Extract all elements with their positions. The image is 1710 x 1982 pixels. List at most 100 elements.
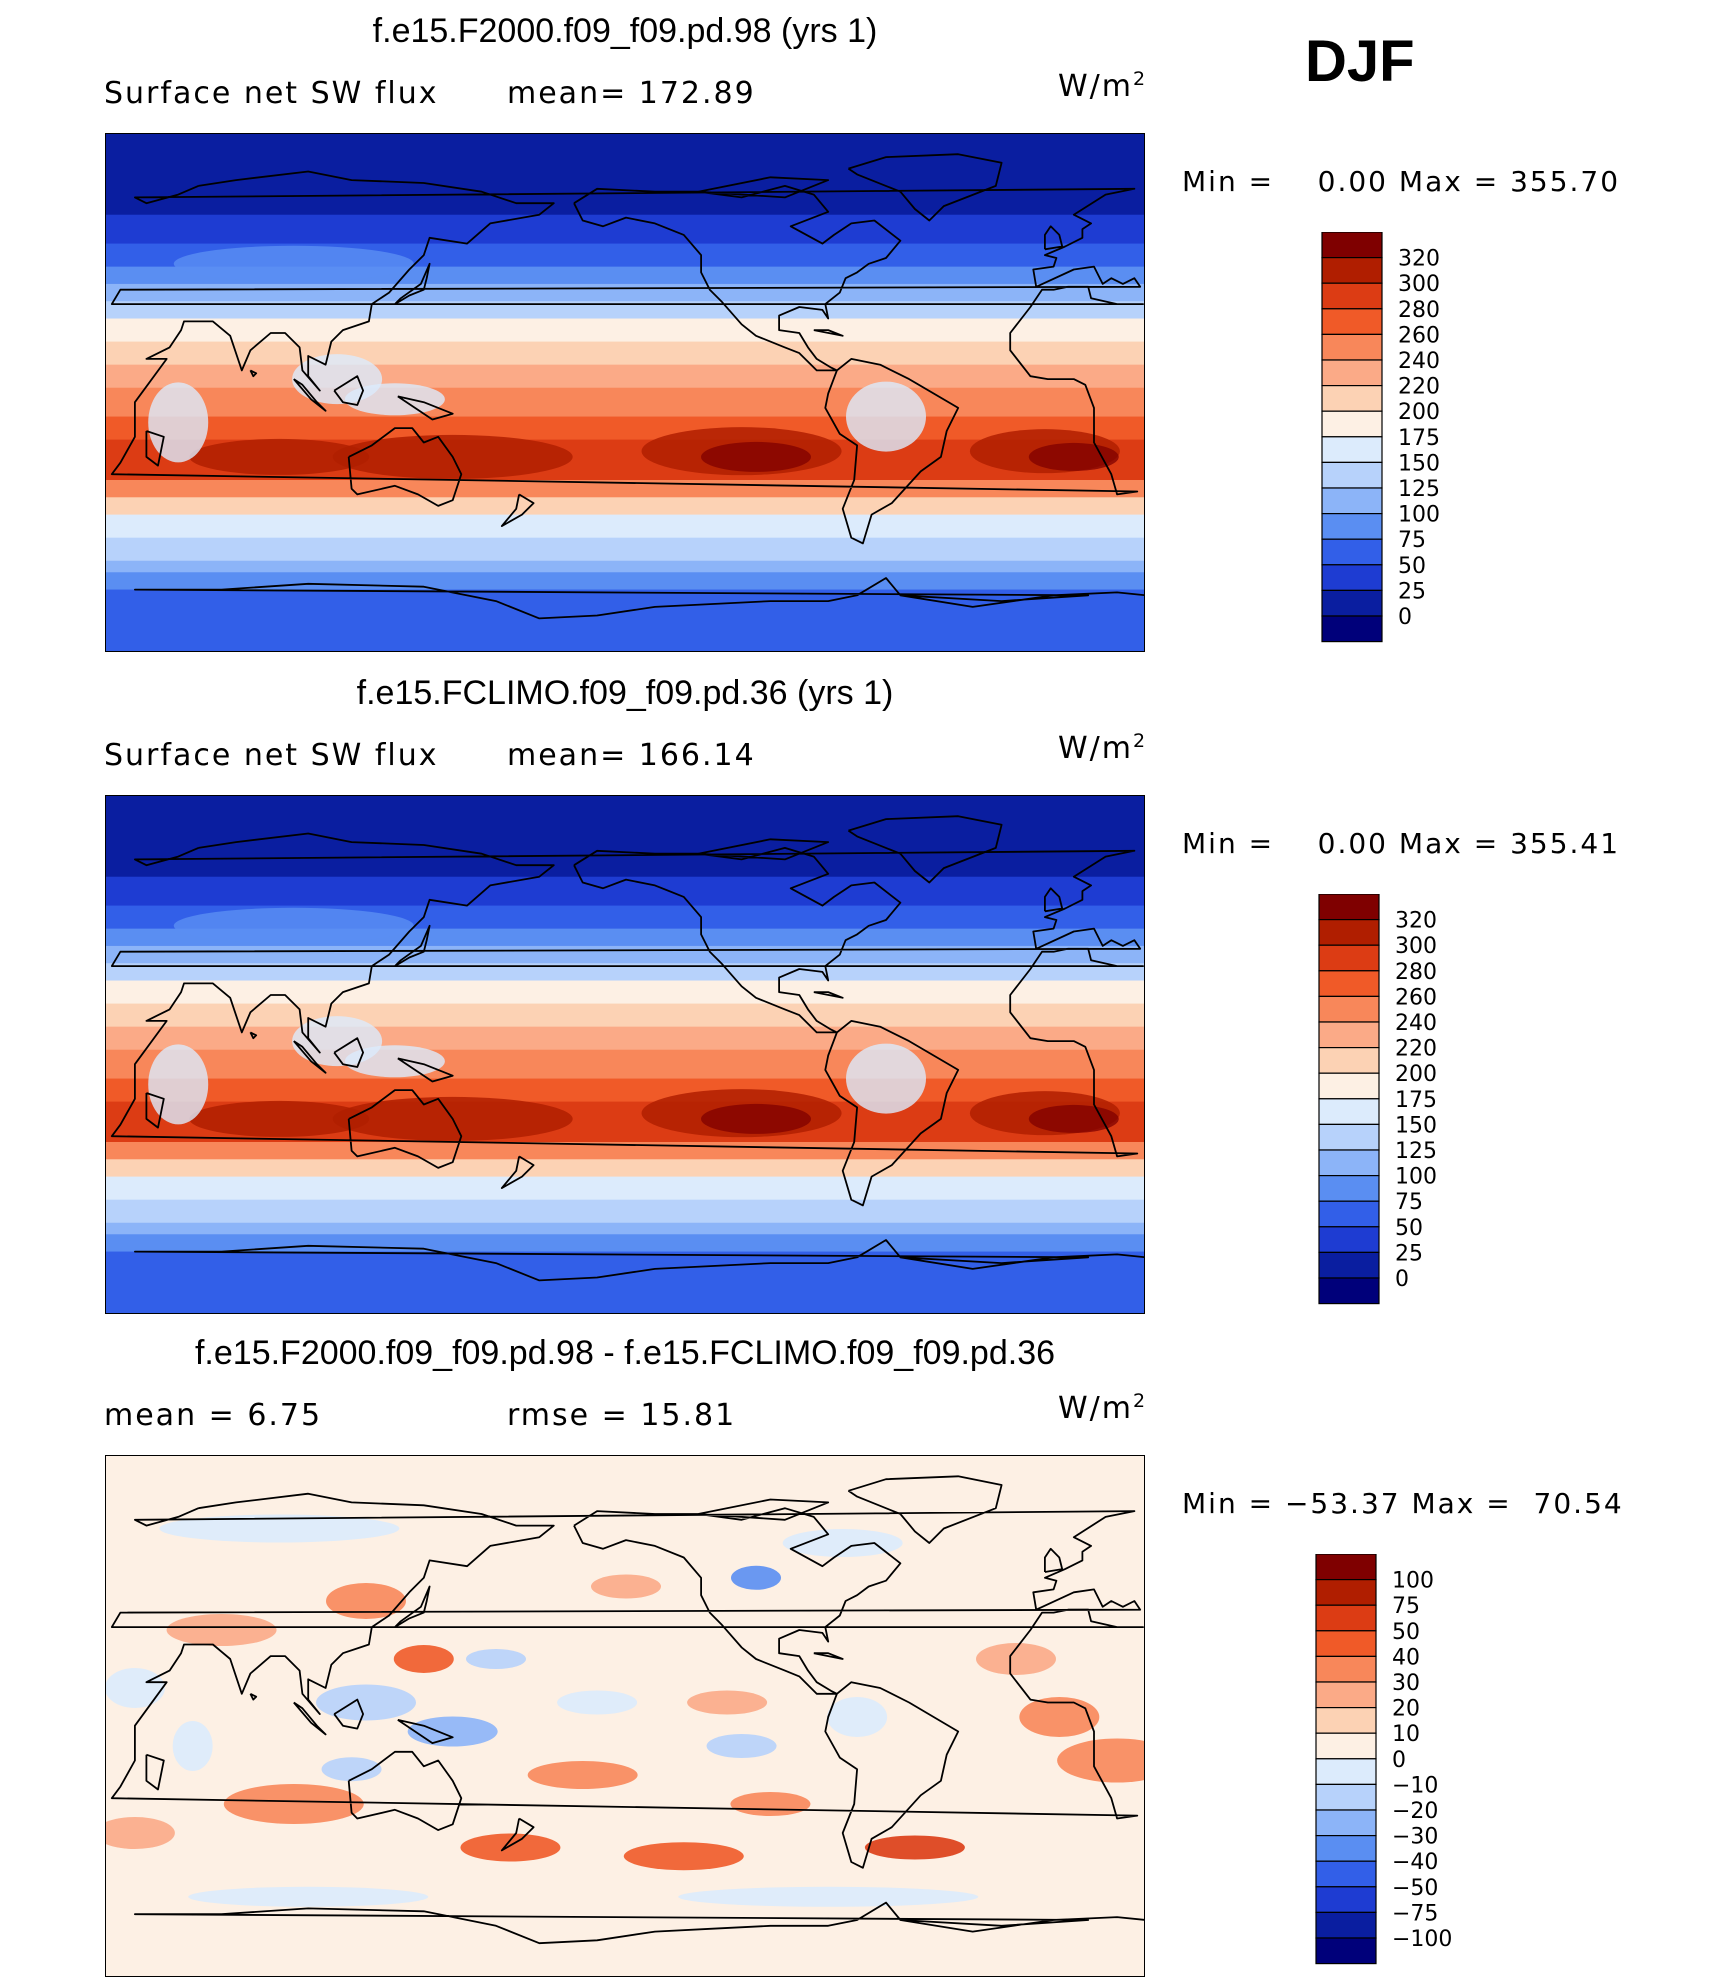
colorbar-tick-label: 200 bbox=[1398, 400, 1440, 425]
colorbar-swatch bbox=[1315, 1655, 1377, 1683]
colorbar-tick-label: 125 bbox=[1395, 1139, 1437, 1164]
colorbar-swatch bbox=[1318, 1047, 1380, 1074]
map-band bbox=[106, 1049, 1144, 1080]
mean-label: mean = 6.75 bbox=[104, 1398, 322, 1433]
map-band bbox=[106, 589, 1144, 651]
coastline bbox=[110, 1475, 1144, 1945]
units-base: W/m bbox=[1058, 1391, 1133, 1426]
anomaly-region bbox=[1019, 1697, 1100, 1737]
colorbar-swatch bbox=[1321, 487, 1383, 515]
anomaly-region bbox=[730, 1792, 811, 1816]
min-max-readout: Min = −53.37 Max = 70.54 bbox=[1182, 1487, 1624, 1520]
colorbar-tick-label: 50 bbox=[1395, 1216, 1423, 1241]
anomaly-region bbox=[591, 1574, 661, 1599]
anomaly-region bbox=[223, 1784, 364, 1824]
colorbar-tick-label: 175 bbox=[1395, 1088, 1437, 1113]
colorbar-tick-label: 100 bbox=[1398, 503, 1440, 528]
map-field bbox=[106, 1456, 1144, 1976]
panel-title: f.e15.FCLIMO.f09_f09.pd.36 (yrs 1) bbox=[356, 674, 894, 712]
map-band bbox=[106, 537, 1144, 562]
max-label: Max = bbox=[1411, 1487, 1512, 1520]
colorbar-swatch bbox=[1318, 1149, 1380, 1177]
min-label: Min = bbox=[1182, 1487, 1275, 1520]
colorbar-tick-label: 25 bbox=[1395, 1241, 1423, 1266]
peak-region bbox=[1028, 1104, 1119, 1133]
colorbar-swatch bbox=[1315, 1835, 1377, 1862]
map-band bbox=[106, 497, 1144, 516]
anomaly-region bbox=[782, 1529, 903, 1557]
colorbar-tick-label: 150 bbox=[1398, 451, 1440, 476]
anomaly-region bbox=[731, 1565, 781, 1590]
anomaly-region bbox=[827, 1697, 888, 1737]
cloudy-region bbox=[846, 1043, 926, 1114]
colorbar-tick-label: 260 bbox=[1398, 323, 1440, 348]
map-band bbox=[106, 963, 1144, 982]
colorbar-swatch bbox=[1315, 1860, 1377, 1888]
mean-label: mean= 172.89 bbox=[507, 76, 756, 111]
map-band bbox=[106, 214, 1144, 245]
cloudy-region bbox=[846, 381, 926, 452]
colorbar-tick-label: 300 bbox=[1398, 272, 1440, 297]
rmse-label-text: rmse = bbox=[507, 1398, 629, 1433]
units-base: W/m bbox=[1058, 69, 1133, 104]
anomaly-region bbox=[706, 1734, 777, 1758]
colorbar-swatch bbox=[1318, 1251, 1380, 1279]
map-band bbox=[106, 514, 1144, 539]
colorbar-swatch bbox=[1318, 970, 1380, 998]
min-max-readout: Min = 0.00 Max = 355.41 bbox=[1182, 827, 1620, 860]
map-band bbox=[106, 1176, 1144, 1201]
colorbar-tick-label: −30 bbox=[1392, 1825, 1438, 1850]
anomaly-region bbox=[321, 1757, 382, 1782]
colorbar-tick-label: 240 bbox=[1395, 1011, 1437, 1036]
colorbar-swatch bbox=[1318, 1021, 1380, 1049]
map-band bbox=[106, 876, 1144, 907]
map-band bbox=[106, 364, 1144, 389]
colorbar-swatch bbox=[1315, 1604, 1377, 1632]
colorbar-swatch bbox=[1321, 461, 1383, 489]
cloudy-region bbox=[173, 907, 414, 944]
anomaly-region bbox=[407, 1716, 498, 1747]
colorbar-swatch bbox=[1318, 995, 1380, 1023]
anomaly-region bbox=[864, 1835, 965, 1860]
min-label: Min = bbox=[1182, 165, 1275, 198]
map-plot bbox=[105, 795, 1145, 1314]
anomaly-region bbox=[316, 1684, 416, 1721]
peak-region bbox=[1028, 442, 1119, 471]
colorbar-swatch bbox=[1318, 944, 1380, 972]
min-label: Min = bbox=[1182, 827, 1275, 860]
map-plot bbox=[105, 1455, 1145, 1977]
min-value: 0.00 bbox=[1317, 165, 1388, 198]
cloudy-region bbox=[173, 245, 414, 282]
colorbar-swatch bbox=[1315, 1809, 1377, 1837]
colorbar-swatch bbox=[1321, 308, 1383, 336]
anomaly-region bbox=[527, 1761, 638, 1789]
map-band bbox=[106, 1199, 1144, 1224]
max-value: 355.70 bbox=[1510, 165, 1621, 198]
units-base: W/m bbox=[1058, 731, 1133, 766]
colorbar-tick-label: 75 bbox=[1392, 1594, 1420, 1619]
map-band bbox=[106, 1003, 1144, 1028]
panel-2: f.e15.FCLIMO.f09_f09.pd.36 (yrs 1) Surfa… bbox=[0, 662, 1710, 1322]
cloudy-region bbox=[148, 1044, 209, 1125]
colorbar-swatch bbox=[1321, 615, 1383, 643]
colorbar-swatch bbox=[1321, 232, 1383, 259]
colorbar-tick-label: 25 bbox=[1398, 579, 1426, 604]
colorbar-tick-label: −10 bbox=[1392, 1773, 1438, 1798]
colorbar-swatch bbox=[1318, 1226, 1380, 1253]
rmse-value: 15.81 bbox=[640, 1398, 737, 1433]
map-band bbox=[106, 387, 1144, 418]
colorbar-tick-label: 100 bbox=[1395, 1165, 1437, 1190]
colorbar-swatch bbox=[1318, 1175, 1380, 1202]
cloudy-region bbox=[344, 383, 445, 416]
colorbar-swatch bbox=[1321, 589, 1383, 617]
anomaly-region bbox=[159, 1514, 400, 1543]
colorbar-tick-label: 10 bbox=[1392, 1722, 1420, 1747]
colorbar-swatch bbox=[1318, 1200, 1380, 1228]
colorbar-swatch bbox=[1315, 1937, 1377, 1965]
colorbar-swatch bbox=[1321, 359, 1383, 387]
colorbar-swatch bbox=[1321, 564, 1383, 591]
units-exponent: 2 bbox=[1133, 1390, 1146, 1412]
colorbar-swatch bbox=[1318, 919, 1380, 946]
